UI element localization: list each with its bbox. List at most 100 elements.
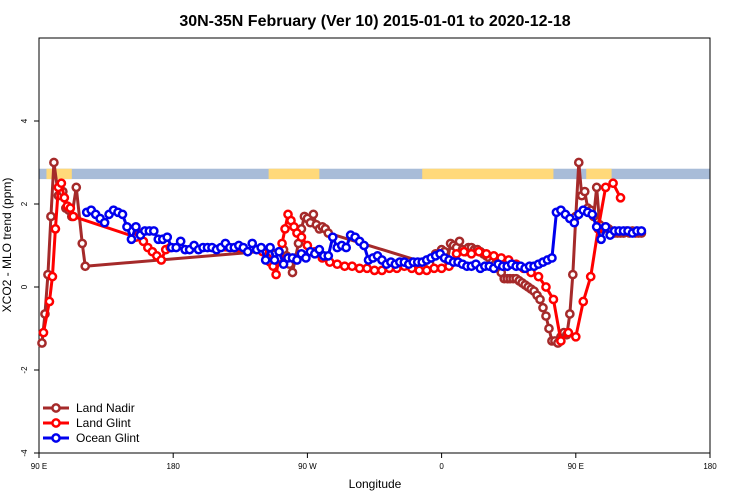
data-point xyxy=(38,327,49,338)
legend-label: Land Nadir xyxy=(76,401,135,415)
legend-marker xyxy=(51,403,61,413)
data-point xyxy=(578,296,589,307)
data-point xyxy=(541,311,551,321)
data-point xyxy=(68,211,79,222)
data-point xyxy=(359,240,369,251)
data-point xyxy=(50,224,61,234)
data-point xyxy=(122,221,132,232)
data-point xyxy=(347,261,357,272)
x-tick-label: 90 E xyxy=(568,462,584,471)
y-tick-label: 4 xyxy=(20,118,29,123)
data-point xyxy=(573,157,584,168)
legend-marker xyxy=(51,418,61,428)
chart-title: 30N-35N February (Ver 10) 2015-01-01 to … xyxy=(179,13,570,30)
data-point xyxy=(341,242,352,253)
data-point xyxy=(292,255,302,265)
data-point xyxy=(46,211,56,222)
x-tick-label: 90 E xyxy=(31,462,47,471)
data-point xyxy=(535,294,545,305)
data-point xyxy=(591,221,602,232)
x-tick-label: 90 W xyxy=(298,462,317,471)
data-point xyxy=(56,178,67,189)
land-mask-segment xyxy=(586,168,612,180)
data-point xyxy=(564,309,575,319)
x-tick-label: 180 xyxy=(167,462,181,471)
data-point xyxy=(323,251,334,261)
data-point xyxy=(260,255,271,265)
data-point xyxy=(474,246,484,257)
data-point xyxy=(49,157,59,168)
data-point xyxy=(570,331,581,342)
data-point xyxy=(65,203,76,213)
data-point xyxy=(569,217,580,228)
data-point xyxy=(162,232,173,243)
data-point xyxy=(436,263,447,274)
data-point xyxy=(99,217,110,228)
data-point xyxy=(59,192,70,203)
y-tick-label: 2 xyxy=(20,201,29,206)
data-point xyxy=(414,265,425,276)
data-point xyxy=(301,253,311,263)
data-point xyxy=(47,271,58,282)
data-point xyxy=(544,323,554,334)
data-point xyxy=(247,238,258,249)
x-tick-label: 0 xyxy=(439,462,444,471)
data-point xyxy=(451,248,462,259)
data-point xyxy=(596,234,606,245)
data-point xyxy=(265,242,275,253)
data-point xyxy=(429,263,439,274)
data-point xyxy=(556,336,566,346)
data-point xyxy=(466,248,477,259)
data-point xyxy=(171,242,182,253)
data-point xyxy=(454,236,465,247)
data-point xyxy=(459,246,469,257)
data-point xyxy=(369,265,380,276)
land-mask-segment xyxy=(46,168,72,180)
y-tick-label: 0 xyxy=(20,284,29,289)
ocean-mask-band xyxy=(39,168,710,180)
data-point xyxy=(488,251,499,261)
data-point xyxy=(533,271,544,282)
data-point xyxy=(563,327,574,338)
data-point xyxy=(538,302,548,313)
data-point xyxy=(600,182,611,193)
data-point xyxy=(274,246,284,257)
data-point xyxy=(280,224,290,234)
data-point xyxy=(615,192,626,203)
data-point xyxy=(600,221,611,232)
data-point xyxy=(71,182,82,193)
data-point xyxy=(608,178,618,189)
data-point xyxy=(278,259,289,270)
data-point xyxy=(547,253,557,263)
legend-label: Ocean Glint xyxy=(76,431,140,445)
y-axis-label: XCO2 - MLO trend (ppm) xyxy=(0,178,14,313)
data-point xyxy=(327,232,338,243)
data-point xyxy=(44,296,55,307)
data-point xyxy=(332,259,343,270)
series-land-nadir xyxy=(37,157,647,348)
plot-area: 90 E 180 90 W 0 90 E 180 -4 -2 0 2 4 xyxy=(20,37,717,471)
data-point xyxy=(541,282,551,292)
plot-frame xyxy=(38,37,711,454)
data-point xyxy=(579,186,590,197)
data-point xyxy=(567,269,578,280)
data-point xyxy=(636,226,647,236)
y-tick-label: -2 xyxy=(20,366,29,374)
data-point xyxy=(277,238,287,249)
data-point xyxy=(117,209,128,220)
data-point xyxy=(339,261,350,272)
data-point xyxy=(481,248,492,259)
data-point xyxy=(148,226,159,236)
data-point xyxy=(308,209,319,220)
land-mask-segment xyxy=(268,168,320,180)
data-point xyxy=(287,267,298,278)
data-point xyxy=(37,338,47,348)
data-point xyxy=(271,269,281,280)
data-point xyxy=(77,238,88,249)
data-point xyxy=(591,182,602,193)
data-point xyxy=(256,242,267,253)
data-point xyxy=(548,294,559,305)
series-ocean-glint xyxy=(81,205,647,274)
